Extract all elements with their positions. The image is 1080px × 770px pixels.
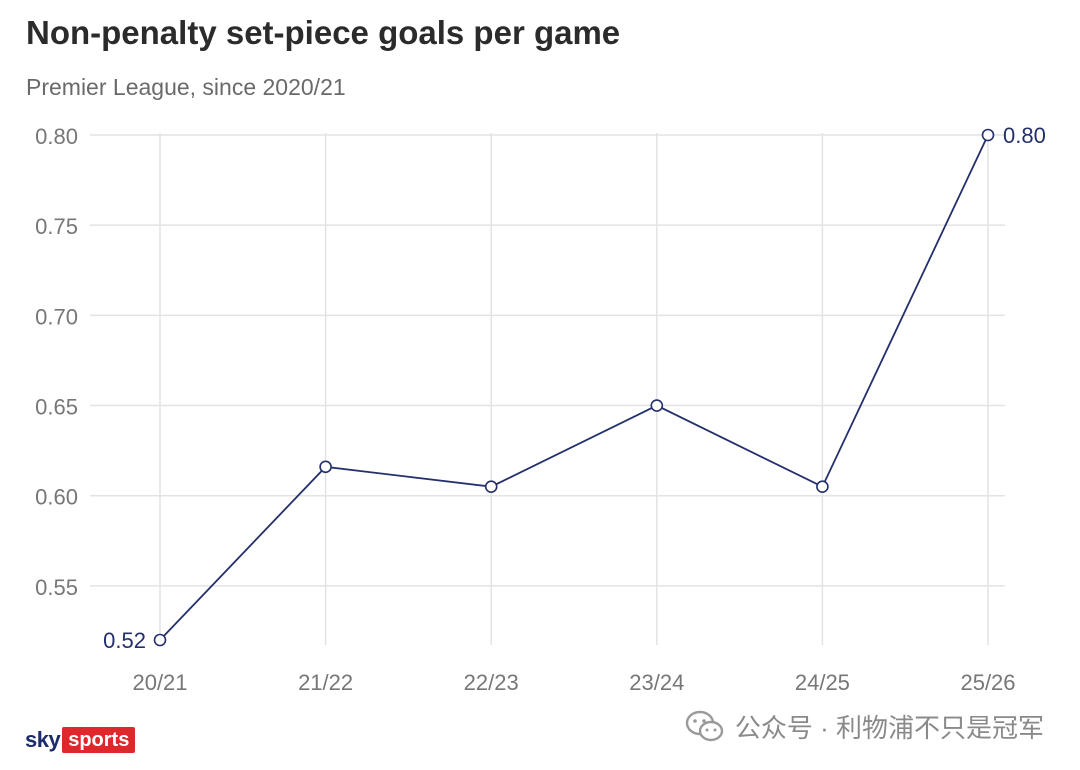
y-tick-label: 0.60: [35, 485, 78, 510]
data-point: [153, 633, 167, 647]
sky-sports-logo: sky sports: [25, 726, 136, 754]
data-point: [650, 399, 664, 412]
x-tick-label: 23/24: [629, 670, 684, 695]
page-subtitle: Premier League, since 2020/21: [26, 74, 346, 100]
data-point: [816, 480, 829, 493]
y-tick-label: 0.55: [35, 575, 78, 600]
y-tick-label: 0.80: [35, 124, 78, 149]
data-label: 0.52: [103, 628, 146, 653]
series-line: [159, 134, 989, 641]
sky-logo-text: sky: [25, 727, 61, 752]
wechat-icon: [685, 710, 724, 741]
x-tick-label: 25/26: [960, 670, 1015, 695]
x-tick-label: 20/21: [132, 670, 187, 695]
wechat-watermark: 公众号 · 利物浦不只是冠军: [685, 708, 1044, 745]
x-tick-label: 21/22: [298, 670, 353, 695]
page-title: Non-penalty set-piece goals per game: [26, 14, 621, 51]
data-point: [981, 128, 995, 142]
x-tick-label: 22/23: [464, 670, 519, 695]
data-label: 0.80: [1003, 123, 1046, 148]
y-tick-label: 0.65: [35, 395, 78, 420]
data-point: [484, 480, 498, 493]
watermark-text: 公众号 · 利物浦不只是冠军: [734, 713, 1044, 743]
sports-logo-text: sports: [62, 727, 136, 753]
y-tick-label: 0.70: [35, 304, 78, 329]
data-point: [319, 460, 332, 474]
y-tick-label: 0.75: [35, 214, 78, 239]
x-tick-label: 24/25: [795, 670, 850, 695]
